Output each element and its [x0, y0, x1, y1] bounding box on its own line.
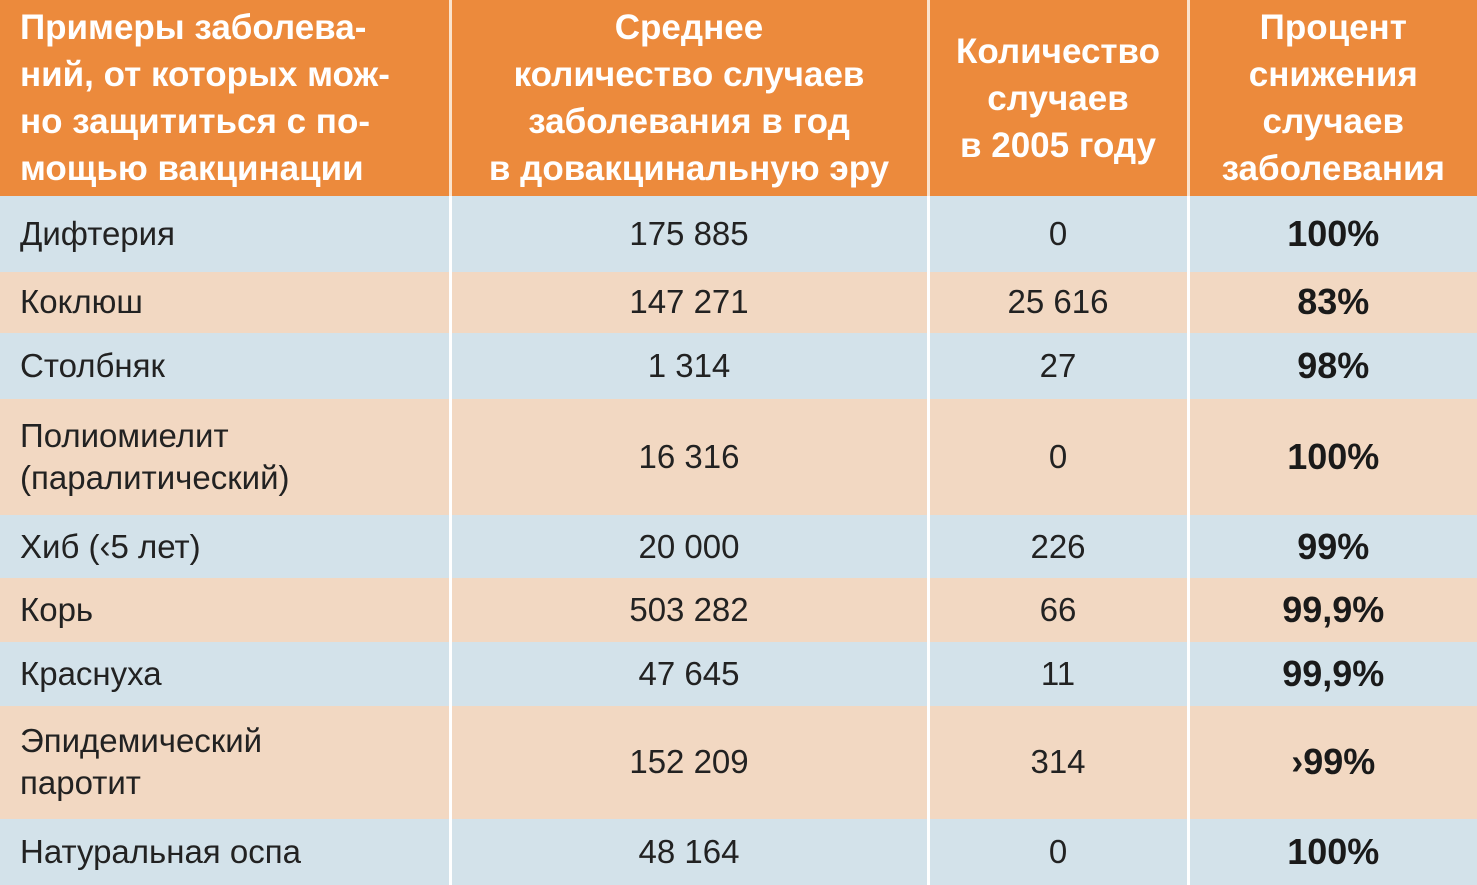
value-cell: 0	[928, 398, 1190, 516]
value-cell: 47 645	[450, 641, 930, 706]
value-cell: 152 209	[450, 705, 930, 820]
header-cell: Количество случаев в 2005 году	[928, 0, 1190, 196]
value-cell: 99,9%	[1186, 641, 1477, 706]
value-cell: 16 316	[450, 398, 930, 516]
text-line: Среднее	[614, 8, 764, 47]
text-line: Эпидемический	[20, 722, 263, 760]
text-line: в довакцинальную эру	[488, 149, 890, 188]
header-cell: Процент снижения случаев заболевания	[1188, 0, 1477, 196]
text-line: Натуральная оспа	[20, 833, 301, 871]
text-line: Полиомиелит	[20, 416, 229, 454]
value-cell: 83%	[1186, 271, 1477, 333]
value-cell: 503 282	[450, 577, 930, 642]
text-line: (паралитический)	[20, 458, 290, 496]
text-line: случаев	[1262, 102, 1404, 141]
value-cell: 100%	[1186, 196, 1477, 272]
text-line: но защититься с по-	[20, 102, 370, 141]
value-cell: 314	[928, 705, 1190, 820]
disease-name: Столбняк	[0, 332, 452, 399]
table-row: Дифтерия 175 885 0 100%	[0, 196, 1477, 272]
table-row: Краснуха 47 645 11 99,9%	[0, 641, 1477, 706]
header-cell: Среднее количество случаев заболевания в г…	[450, 0, 930, 196]
table-row: Хиб (‹5 лет) 20 000 226 99%	[0, 515, 1477, 578]
text-line: случаев	[987, 78, 1129, 118]
value-cell: 99%	[1186, 515, 1477, 578]
value-cell: 25 616	[928, 271, 1190, 333]
table-row: Столбняк 1 314 27 98%	[0, 332, 1477, 399]
value-cell: 147 271	[450, 271, 930, 333]
disease-name: Эпидемический паротит	[0, 705, 452, 820]
table-row: Полиомиелит (паралитический) 16 316 0 100%	[0, 398, 1477, 516]
disease-name: Коклюш	[0, 271, 452, 333]
disease-name: Полиомиелит (паралитический)	[0, 398, 452, 516]
text-line: заболевания	[1221, 149, 1445, 188]
text-line: заболевания в год	[528, 102, 850, 141]
value-cell: ›99%	[1186, 705, 1477, 820]
disease-name: Краснуха	[0, 641, 452, 706]
text-line: Столбняк	[20, 346, 165, 384]
header-row: Примеры заболева-ний, от которых мож-но …	[0, 0, 1477, 196]
text-line: в 2005 году	[960, 125, 1156, 165]
text-line: Количество	[956, 31, 1160, 71]
value-cell: 0	[928, 196, 1190, 272]
value-cell: 20 000	[450, 515, 930, 578]
text-line: ний, от которых мож-	[20, 55, 390, 94]
table-row: Корь 503 282 66 99,9%	[0, 577, 1477, 642]
table-row: Эпидемический паротит 152 209 314 ›99%	[0, 705, 1477, 820]
text-line: Корь	[20, 590, 94, 628]
value-cell: 226	[928, 515, 1190, 578]
disease-name: Дифтерия	[0, 196, 452, 272]
value-cell: 0	[928, 819, 1190, 885]
value-cell: 1 314	[450, 332, 930, 399]
text-line: снижения	[1248, 55, 1418, 94]
table-body: Дифтерия 175 885 0 100% Коклюш 147 271 25 616 8…	[0, 196, 1477, 885]
value-cell: 48 164	[450, 819, 930, 885]
text-line: Коклюш	[20, 283, 143, 321]
value-cell: 11	[928, 641, 1190, 706]
text-line: Процент	[1259, 8, 1407, 47]
value-cell: 100%	[1186, 398, 1477, 516]
table-row: Коклюш 147 271 25 616 83%	[0, 271, 1477, 333]
text-line: Краснуха	[20, 654, 162, 692]
disease-name: Натуральная оспа	[0, 819, 452, 885]
text-line: Хиб (‹5 лет)	[20, 527, 201, 565]
table-row: Натуральная оспа 48 164 0 100%	[0, 819, 1477, 885]
value-cell: 100%	[1186, 819, 1477, 885]
header-cell: Примеры заболева-ний, от которых мож-но …	[0, 0, 452, 196]
value-cell: 99,9%	[1186, 577, 1477, 642]
disease-name: Корь	[0, 577, 452, 642]
text-line: паротит	[20, 764, 141, 802]
text-line: мощью вакцинации	[20, 149, 364, 188]
disease-name: Хиб (‹5 лет)	[0, 515, 452, 578]
value-cell: 27	[928, 332, 1190, 399]
value-cell: 175 885	[450, 196, 930, 272]
value-cell: 98%	[1186, 332, 1477, 399]
text-line: Примеры заболева-	[20, 8, 367, 47]
value-cell: 66	[928, 577, 1190, 642]
text-line: количество случаев	[513, 55, 865, 94]
text-line: Дифтерия	[20, 214, 175, 252]
